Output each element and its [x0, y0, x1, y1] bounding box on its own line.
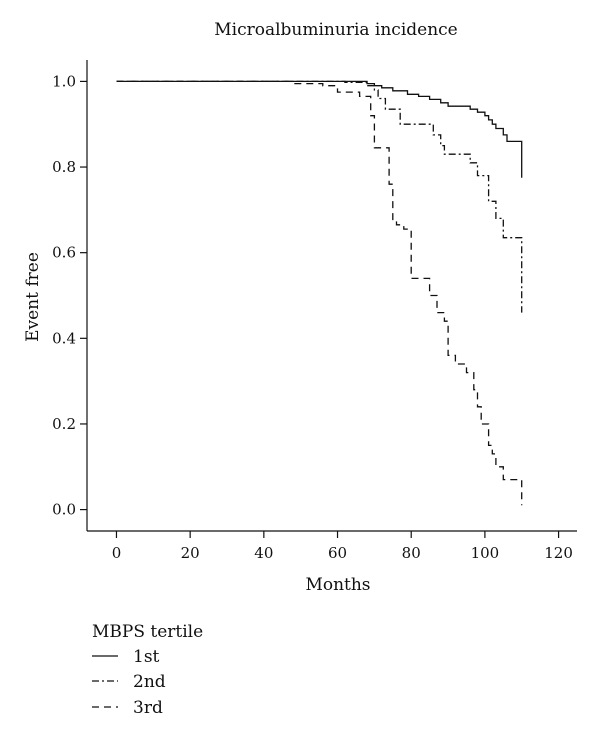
x-axis-title: Months [305, 575, 370, 595]
x-tick-label-0: 0 [112, 544, 122, 562]
x-tick-label-60: 60 [328, 544, 347, 562]
y-tick-label-1: 0.2 [52, 415, 76, 433]
y-tick-label-2: 0.4 [52, 329, 76, 347]
y-tick-label-4: 0.8 [52, 158, 76, 176]
x-tick-label-40: 40 [254, 544, 273, 562]
series-line-2nd [116, 80, 523, 313]
y-tick-label-3: 0.6 [52, 244, 76, 262]
x-tick-label-80: 80 [402, 544, 421, 562]
x-tick-label-20: 20 [181, 544, 200, 562]
series-line-1st [116, 80, 523, 178]
plot-area: 0 20 40 60 80 100 120 0.0 0.2 0.4 0.6 0.8 1.0 [52, 60, 577, 562]
legend-label-3rd: 3rd [133, 698, 163, 718]
legend-title: MBPS tertile [92, 622, 203, 642]
legend-label-2nd: 2nd [133, 672, 166, 692]
legend: MBPS tertile 1st 2nd 3rd [92, 622, 203, 718]
chart-title: Microalbuminuria incidence [214, 20, 458, 40]
y-tick-label-0: 0.0 [52, 501, 76, 519]
legend-label-1st: 1st [133, 647, 160, 667]
y-axis-title: Event free [23, 252, 43, 342]
x-tick-label-100: 100 [471, 544, 500, 562]
series-line-3rd [116, 80, 523, 506]
y-tick-label-5: 1.0 [52, 72, 76, 90]
x-tick-label-120: 120 [544, 544, 573, 562]
